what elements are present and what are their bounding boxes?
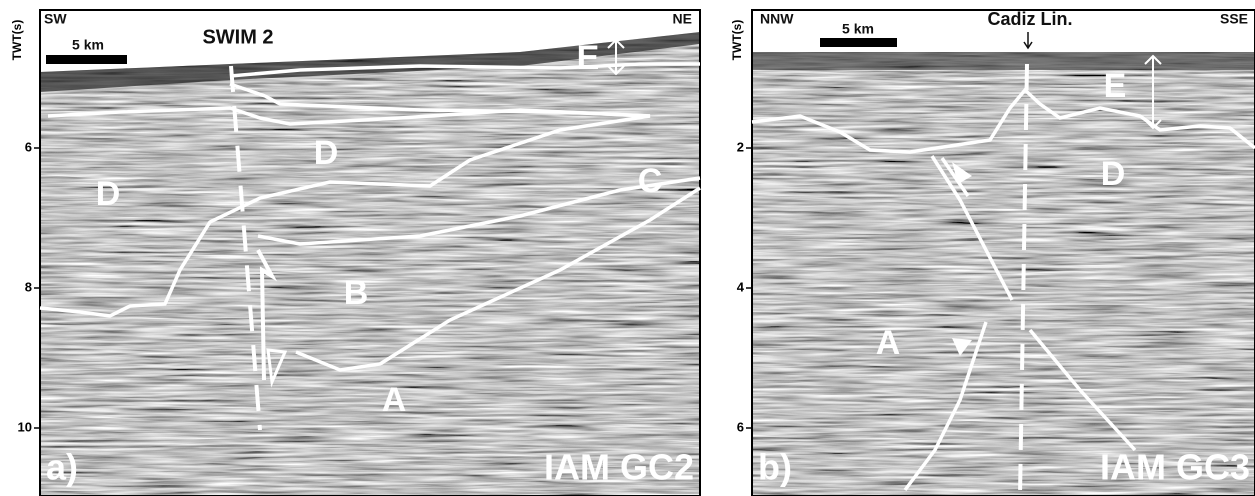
direction: NNW xyxy=(760,11,794,27)
unit-label: E xyxy=(577,39,600,77)
section-title: Cadiz Lin. xyxy=(988,9,1073,29)
direction: NE xyxy=(673,11,692,27)
tick-label: 2 xyxy=(737,139,744,154)
direction: SSE xyxy=(1220,11,1248,27)
axis-label: TWT(s) xyxy=(730,20,744,61)
scale-label: 5 km xyxy=(842,21,874,37)
unit-label: D xyxy=(96,175,121,213)
unit-label: C xyxy=(638,162,663,200)
panel-label: b) xyxy=(758,447,792,488)
panel-frame xyxy=(39,9,701,496)
scale-bar xyxy=(46,55,127,64)
tick-label: 4 xyxy=(737,279,745,294)
tick-label: 10 xyxy=(18,419,32,434)
tick-label: 6 xyxy=(737,419,744,434)
panel-frame xyxy=(751,9,1255,496)
unit-label: D xyxy=(314,134,339,172)
line-name: IAM GC3 xyxy=(1100,447,1250,488)
scale-bar xyxy=(820,38,897,47)
section-title: SWIM 2 xyxy=(202,26,273,48)
axis-label: TWT(s) xyxy=(10,20,24,61)
panel-label: a) xyxy=(46,447,78,488)
panel-b-image xyxy=(752,10,1255,496)
unit-label: A xyxy=(876,324,901,362)
tick-label: 8 xyxy=(25,279,32,294)
direction: SW xyxy=(44,11,67,27)
unit-label: D xyxy=(1101,155,1126,193)
panel-a-image xyxy=(40,10,700,496)
scale-label: 5 km xyxy=(72,37,104,53)
unit-label: A xyxy=(382,381,407,419)
unit-label: E xyxy=(1104,67,1127,105)
line-name: IAM GC2 xyxy=(544,447,694,488)
unit-label: B xyxy=(344,274,369,312)
tick-label: 6 xyxy=(25,139,32,154)
